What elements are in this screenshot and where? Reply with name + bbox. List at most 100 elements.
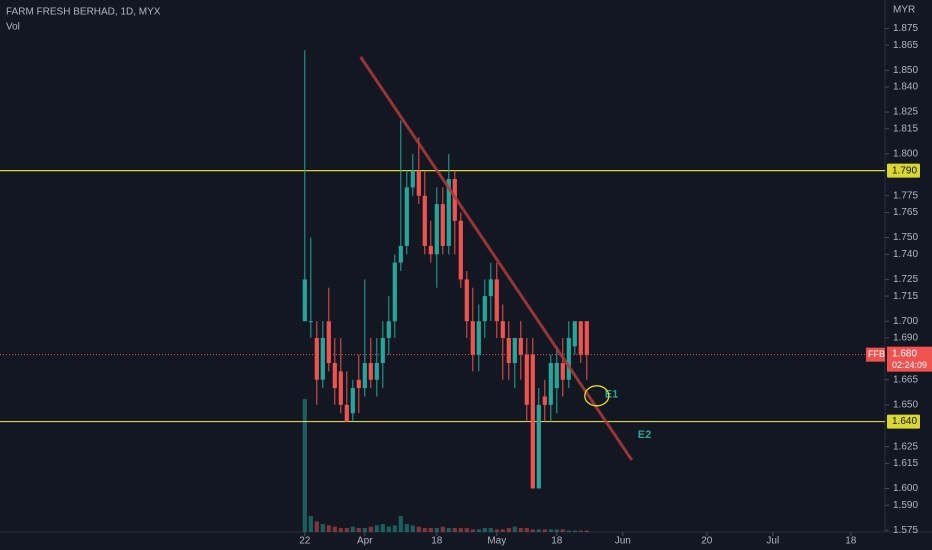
- x-tick-label: Jun: [615, 536, 631, 547]
- volume-bar: [518, 528, 523, 532]
- candle-body: [506, 337, 511, 364]
- y-tick-label: 1.825: [893, 107, 918, 118]
- volume-bar: [494, 529, 499, 532]
- candle-body: [416, 170, 421, 196]
- candle-body: [410, 170, 415, 188]
- volume-bar: [500, 529, 505, 532]
- volume-bar: [458, 528, 463, 532]
- volume-bar: [350, 526, 355, 532]
- candle-body: [362, 363, 367, 389]
- volume-bar: [422, 528, 427, 532]
- volume-bar: [326, 525, 331, 532]
- candle-body: [512, 337, 517, 364]
- volume-bar: [380, 524, 385, 532]
- volume-bar: [386, 526, 391, 532]
- y-tick-label: 1.800: [893, 149, 918, 160]
- candle-body: [518, 337, 523, 355]
- volume-bar: [530, 529, 535, 532]
- candle-body: [302, 279, 307, 322]
- candle-body: [356, 379, 361, 389]
- volume-bar: [440, 526, 445, 532]
- candle-body: [542, 396, 547, 405]
- candle-body: [374, 363, 379, 380]
- candle-body: [350, 388, 355, 414]
- volume-bar: [362, 528, 367, 532]
- candle-body: [398, 245, 403, 263]
- candle-body: [392, 262, 397, 322]
- y-tick-label: 1.815: [893, 123, 918, 134]
- level-price-label: 1.640: [892, 416, 917, 427]
- y-tick-label: 1.650: [893, 399, 918, 410]
- volume-bar: [434, 528, 439, 532]
- y-tick-label: 1.850: [893, 65, 918, 76]
- x-tick-label: 20: [701, 536, 713, 547]
- volume-bar: [536, 529, 541, 532]
- y-tick-label: 1.690: [893, 333, 918, 344]
- volume-bar: [320, 524, 325, 532]
- candle-body: [452, 179, 457, 221]
- candle-body: [458, 220, 463, 280]
- x-tick-label: 18: [431, 536, 443, 547]
- volume-bar: [446, 528, 451, 532]
- y-tick-label: 1.590: [893, 500, 918, 511]
- y-tick-label: 1.725: [893, 274, 918, 285]
- candle-body: [584, 321, 589, 355]
- candle-body: [404, 187, 409, 246]
- volume-bar: [452, 528, 457, 532]
- highlight-circle: [584, 385, 610, 407]
- volume-bar: [416, 526, 421, 532]
- candle-body: [386, 321, 391, 338]
- symbol-tag: [866, 347, 885, 362]
- chart-title[interactable]: FARM FRESH BERHAD, 1D, MYX: [6, 7, 161, 18]
- countdown-label: 02:24:09: [892, 360, 927, 370]
- candle-body: [344, 404, 349, 422]
- y-tick-label: 1.615: [893, 458, 918, 469]
- x-tick-label: 18: [551, 536, 563, 547]
- candle-body: [548, 363, 553, 405]
- volume-bar: [332, 526, 337, 532]
- volume-bar: [428, 528, 433, 532]
- y-tick-label: 1.765: [893, 207, 918, 218]
- volume-bar: [512, 526, 517, 532]
- candle-body: [554, 363, 559, 389]
- volume-bar: [476, 529, 481, 532]
- x-tick-label: May: [487, 536, 506, 547]
- x-tick-label: Jul: [766, 536, 779, 547]
- level-price-label: 1.790: [892, 165, 917, 176]
- level-price-tag: [887, 414, 920, 429]
- x-tick-label: 22: [299, 536, 311, 547]
- volume-bar: [374, 525, 379, 532]
- y-tick-label: 1.700: [893, 316, 918, 327]
- volume-bar: [302, 399, 307, 532]
- y-tick-label: 1.740: [893, 249, 918, 260]
- level-price-tag: [887, 163, 920, 178]
- volume-bar: [398, 516, 403, 532]
- y-tick-label: 1.865: [893, 40, 918, 51]
- y-tick-label: 1.575: [893, 525, 918, 536]
- candle-body: [494, 279, 499, 322]
- y-tick-label: 1.715: [893, 291, 918, 302]
- x-tick-label: Apr: [357, 536, 373, 547]
- candle-body: [368, 363, 373, 380]
- last-price-label: 1.680: [892, 348, 917, 359]
- volume-bar: [548, 529, 553, 532]
- volume-bar: [392, 525, 397, 532]
- candle-body: [326, 321, 331, 364]
- volume-bar: [524, 528, 529, 532]
- currency: MYR: [893, 5, 915, 16]
- volume-bar: [488, 528, 493, 532]
- candle-body: [422, 195, 427, 246]
- y-tick-label: 1.775: [893, 190, 918, 201]
- y-tick-label: 1.750: [893, 232, 918, 243]
- candle-body: [338, 371, 343, 405]
- volume-bar: [506, 528, 511, 532]
- candle-body: [434, 204, 439, 255]
- volume-label: Vol: [6, 22, 20, 33]
- candle-body: [560, 363, 565, 380]
- y-tick-label: 1.875: [893, 23, 918, 34]
- symbol-label: FFB: [868, 349, 885, 359]
- volume-bar: [344, 528, 349, 532]
- volume-bar: [560, 529, 565, 532]
- volume-bar: [368, 526, 373, 532]
